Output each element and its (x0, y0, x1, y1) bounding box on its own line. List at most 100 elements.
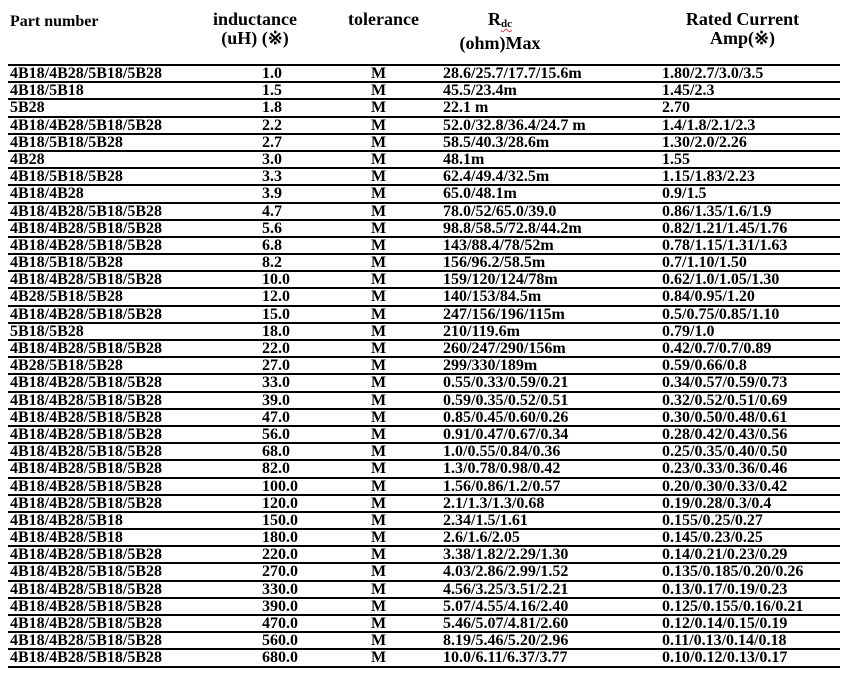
cell-part-number: 4B18/4B28 (10, 185, 84, 203)
table-row: 4B18/4B28/5B18/5B28 5.6 M 98.8/58.5/72.8/44… (8, 219, 840, 238)
cell-tolerance: M (371, 529, 387, 547)
cell-part-number: 4B18/4B28/5B18 (10, 511, 123, 529)
cell-rdc: 159/120/124/78m (443, 271, 558, 289)
cell-part-number: 4B18/4B28/5B18/5B28 (10, 65, 163, 82)
cell-part-number: 4B18/4B28/5B18/5B28 (10, 494, 163, 512)
cell-part-number: 4B18/4B28/5B18/5B28 (10, 236, 163, 254)
cell-rdc: 143/88.4/78/52m (443, 236, 554, 254)
table-row: 4B18/5B18/5B28 2.7 M 58.5/40.3/28.6m 1.30/2.… (8, 133, 840, 152)
rdc-main: R (488, 9, 501, 29)
cell-part-number: 4B18/5B18 (10, 82, 84, 100)
cell-part-number: 4B18/4B28/5B18/5B28 (10, 202, 163, 220)
cell-rdc: 2.1/1.3/1.3/0.68 (443, 494, 545, 512)
cell-part-number: 4B18/4B28/5B18/5B28 (10, 305, 163, 323)
cell-rdc: 260/247/290/156m (443, 340, 566, 357)
cell-tolerance: M (371, 82, 387, 100)
table-row: 4B18/4B28/5B18/5B28 47.0 M 0.85/0.45/0.60/0… (8, 408, 840, 427)
cell-rdc: 48.1m (443, 150, 485, 168)
cell-rated-current: 1.15/1.83/2.23 (662, 168, 755, 186)
table-row: 4B28/5B18/5B28 27.0 M 299/330/189m 0.59/0.66… (8, 357, 840, 376)
cell-part-number: 4B18/4B28/5B18/5B28 (10, 425, 163, 443)
cell-inductance: 180.0 (262, 529, 298, 547)
cell-inductance: 220.0 (262, 546, 298, 564)
cell-tolerance: M (371, 563, 387, 581)
cell-inductance: 82.0 (262, 460, 290, 478)
cell-rated-current: 0.5/0.75/0.85/1.10 (662, 305, 780, 323)
cell-tolerance: M (371, 116, 387, 134)
cell-rdc: 247/156/196/115m (443, 305, 565, 323)
cell-rated-current: 0.135/0.185/0.20/0.26 (662, 563, 804, 581)
cell-inductance: 1.0 (262, 65, 282, 82)
cell-rated-current: 0.28/0.42/0.43/0.56 (662, 425, 788, 443)
cell-part-number: 4B18/4B28/5B18/5B28 (10, 477, 163, 495)
cell-inductance: 120.0 (262, 494, 298, 512)
cell-tolerance: M (371, 357, 387, 375)
table-row: 4B18/4B28/5B18/5B28 4.7 M 78.0/52/65.0/39.0… (8, 202, 840, 221)
cell-inductance: 39.0 (262, 391, 290, 409)
cell-tolerance: M (371, 99, 387, 117)
cell-rated-current: 0.34/0.57/0.59/0.73 (662, 374, 788, 392)
table-row: 4B18/4B28/5B18/5B28 39.0 M 0.59/0.35/0.52/0… (8, 391, 840, 410)
cell-rated-current: 1.4/1.8/2.1/2.3 (662, 116, 756, 134)
cell-rdc: 65.0/48.1m (443, 185, 517, 203)
cell-part-number: 5B18/5B28 (10, 322, 84, 340)
cell-rdc: 0.55/0.33/0.59/0.21 (443, 374, 569, 392)
cell-inductance: 3.0 (262, 150, 282, 168)
table-row: 4B28 3.0 M 48.1m 1.55 (8, 150, 840, 170)
cell-inductance: 1.8 (262, 99, 282, 117)
cell-tolerance: M (371, 236, 387, 254)
table-row: 4B18/5B18/5B28 8.2 M 156/96.2/58.5m 0.7/1.10… (8, 254, 840, 273)
cell-part-number: 4B18/4B28/5B18/5B28 (10, 460, 163, 478)
cell-rdc: 98.8/58.5/72.8/44.2m (443, 219, 582, 237)
table-row: 4B18/4B28/5B18/5B28 680.0 M 10.0/6.11/6.37/… (8, 649, 840, 668)
cell-rated-current: 0.32/0.52/0.51/0.69 (662, 391, 788, 409)
rdc-sub: dc (501, 18, 512, 30)
cell-part-number: 4B18/4B28/5B18/5B28 (10, 271, 163, 289)
cell-tolerance: M (371, 340, 387, 357)
cell-part-number: 4B28/5B18/5B28 (10, 357, 123, 375)
cell-inductance: 4.7 (262, 202, 282, 220)
inductor-table: 4B18/4B28/5B18/5B28 1.0 M 28.6/25.7/17.7/15… (8, 64, 840, 668)
cell-tolerance: M (371, 133, 387, 151)
cell-inductance: 68.0 (262, 443, 290, 461)
cell-inductance: 3.9 (262, 185, 282, 203)
header-inductance-unit: (uH) (※) (221, 28, 289, 48)
cell-tolerance: M (371, 408, 387, 426)
cell-rdc: 52.0/32.8/36.4/24.7 m (443, 116, 586, 134)
cell-rdc: 0.91/0.47/0.67/0.34 (443, 425, 569, 443)
cell-part-number: 4B18/4B28/5B18/5B28 (10, 649, 163, 667)
cell-rdc: 10.0/6.11/6.37/3.77 (443, 649, 568, 667)
cell-tolerance: M (371, 305, 387, 323)
cell-part-number: 4B18/4B28/5B18/5B28 (10, 443, 163, 461)
cell-rated-current: 0.155/0.25/0.27 (662, 511, 763, 529)
cell-tolerance: M (371, 460, 387, 478)
cell-tolerance: M (371, 632, 387, 650)
cell-rated-current: 0.23/0.33/0.36/0.46 (662, 460, 788, 478)
cell-rdc: 156/96.2/58.5m (443, 254, 546, 272)
header-rated-current-unit: Amp(※) (709, 28, 776, 48)
cell-rdc: 2.6/1.6/2.05 (443, 529, 520, 547)
table-row: 4B18/4B28/5B18 180.0 M 2.6/1.6/2.05 0.145/0.… (8, 529, 840, 548)
cell-inductance: 680.0 (262, 649, 298, 667)
cell-part-number: 4B18/5B18/5B28 (10, 254, 123, 272)
cell-part-number: 4B18/4B28/5B18/5B28 (10, 632, 163, 650)
cell-rated-current: 0.11/0.13/0.14/0.18 (662, 632, 787, 650)
table-row: 4B18/4B28/5B18/5B28 56.0 M 0.91/0.47/0.67/0… (8, 425, 840, 445)
cell-rated-current: 0.20/0.30/0.33/0.42 (662, 477, 788, 495)
cell-inductance: 330.0 (262, 580, 298, 598)
header-inductance: inductance (uH) (※) (200, 10, 310, 48)
table-row: 4B18/4B28/5B18/5B28 82.0 M 1.3/0.78/0.98/0.… (8, 460, 840, 479)
cell-inductance: 47.0 (262, 408, 290, 426)
cell-part-number: 4B18/4B28/5B18/5B28 (10, 391, 163, 409)
cell-rdc: 140/153/84.5m (443, 288, 542, 306)
cell-tolerance: M (371, 254, 387, 272)
cell-inductance: 27.0 (262, 357, 290, 375)
table-row: 4B18/4B28/5B18/5B28 1.0 M 28.6/25.7/17.7/15… (8, 64, 840, 84)
table-header: Part number inductance (uH) (※) toleranc… (0, 8, 850, 58)
cell-tolerance: M (371, 615, 387, 632)
cell-rdc: 28.6/25.7/17.7/15.6m (443, 65, 582, 82)
cell-inductance: 10.0 (262, 271, 290, 289)
table-row: 4B18/4B28/5B18/5B28 33.0 M 0.55/0.33/0.59/0… (8, 374, 840, 393)
table-row: 4B18/4B28/5B18/5B28 10.0 M 159/120/124/78m 0… (8, 271, 840, 290)
cell-inductance: 2.7 (262, 133, 282, 151)
